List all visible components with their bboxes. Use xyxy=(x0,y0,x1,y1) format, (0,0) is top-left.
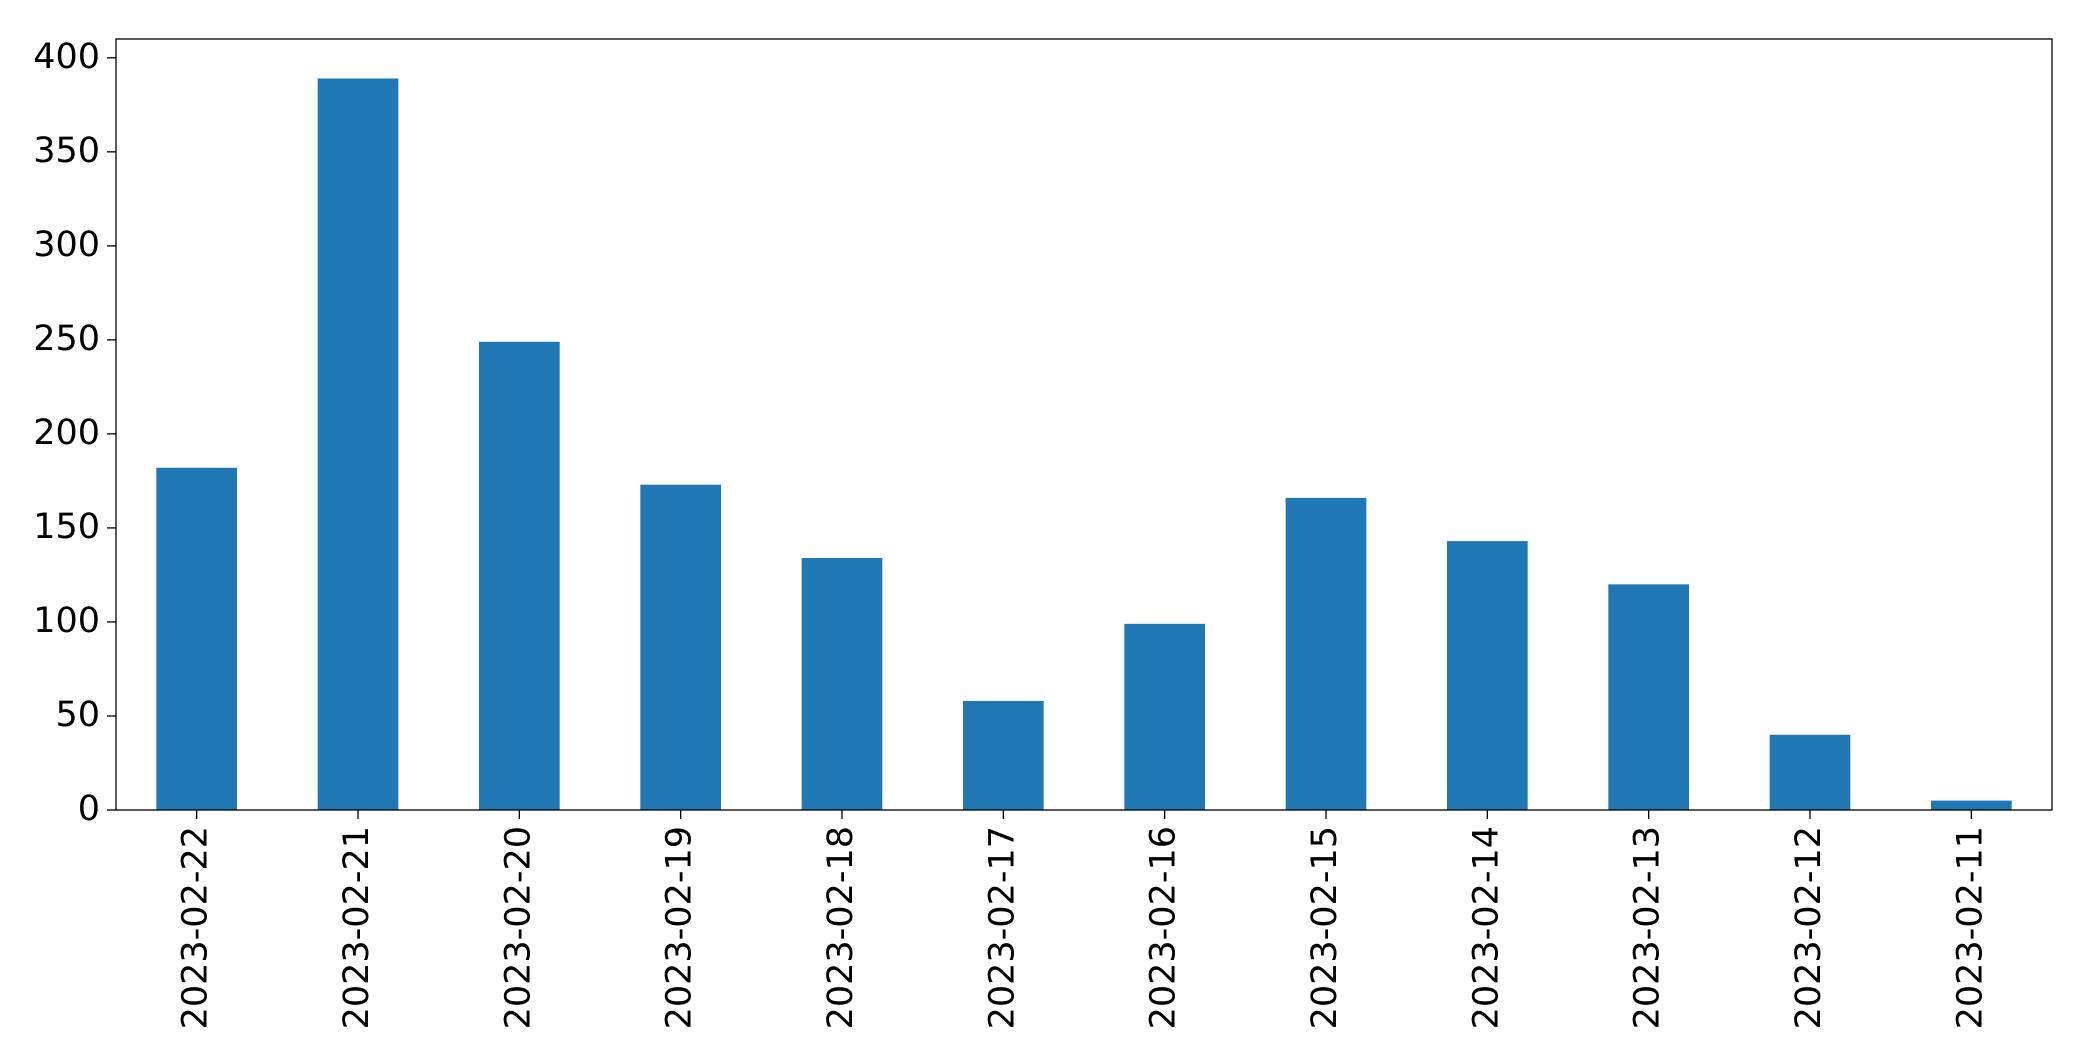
x-tick-label: 2023-02-22 xyxy=(176,826,216,1029)
y-tick-label: 0 xyxy=(78,789,100,829)
bar xyxy=(1447,541,1528,810)
x-tick-label: 2023-02-21 xyxy=(337,826,377,1029)
y-tick-label: 250 xyxy=(33,319,100,359)
x-tick-label: 2023-02-11 xyxy=(1950,826,1990,1029)
bar xyxy=(963,700,1044,810)
bar xyxy=(640,484,721,810)
bar xyxy=(801,558,883,810)
bar xyxy=(479,341,560,810)
x-tick-label: 2023-02-15 xyxy=(1305,826,1345,1029)
y-tick-label: 300 xyxy=(33,225,100,265)
y-tick-label: 200 xyxy=(33,413,100,453)
x-tick-label: 2023-02-18 xyxy=(821,826,861,1029)
plot-frame xyxy=(115,38,2053,811)
bar xyxy=(1124,623,1205,810)
x-tick-label: 2023-02-13 xyxy=(1628,826,1668,1029)
y-tick-label: 100 xyxy=(33,601,100,641)
bar xyxy=(317,78,399,811)
x-tick-label: 2023-02-19 xyxy=(660,826,700,1029)
y-tick-label: 50 xyxy=(55,695,100,735)
x-tick-label: 2023-02-14 xyxy=(1466,826,1506,1029)
bar xyxy=(1608,584,1689,810)
bar xyxy=(1931,800,2012,810)
x-tick-label: 2023-02-17 xyxy=(982,826,1022,1029)
y-tick-label: 400 xyxy=(33,37,100,77)
x-tick-label: 2023-02-16 xyxy=(1144,826,1184,1029)
bar xyxy=(156,467,237,810)
bar xyxy=(1769,734,1851,810)
y-tick-label: 150 xyxy=(33,507,100,547)
bar xyxy=(1285,497,1367,810)
x-tick-label: 2023-02-12 xyxy=(1789,826,1829,1029)
x-tick-label: 2023-02-20 xyxy=(498,826,538,1029)
y-tick-label: 350 xyxy=(33,131,100,171)
